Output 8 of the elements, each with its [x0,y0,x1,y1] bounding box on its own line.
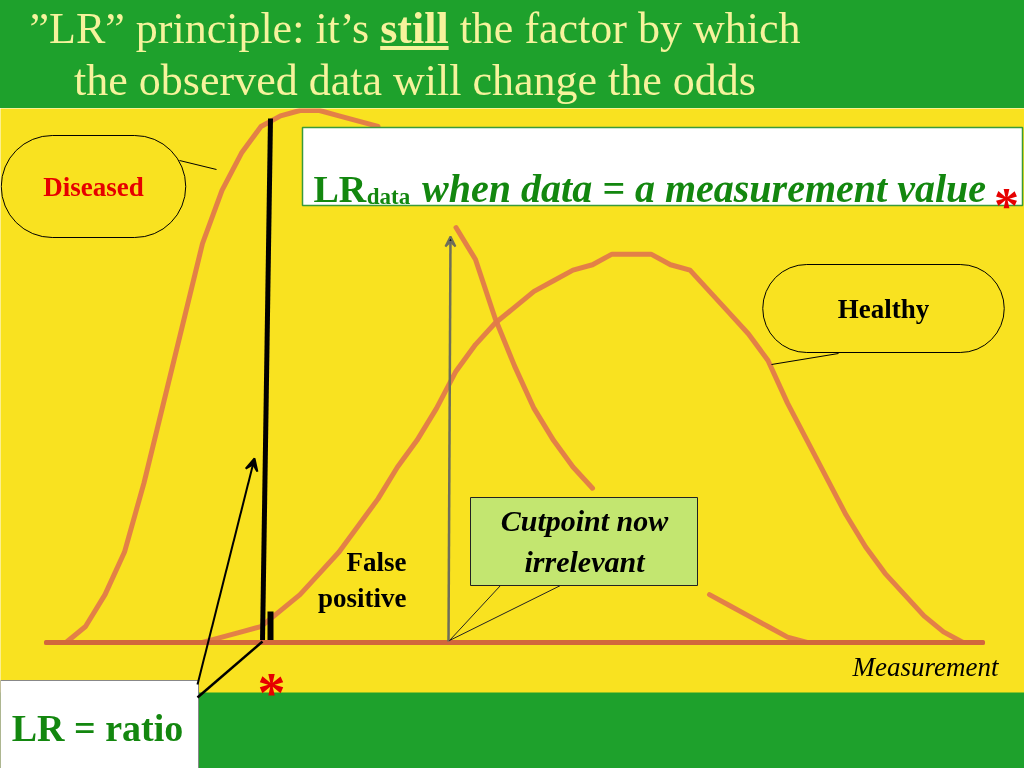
x-axis-title: Measurement [851,651,1000,682]
annotation: False positive [318,546,407,613]
annotation: Cutpoint now irrelevant [500,503,670,578]
text: Diseased [43,171,144,202]
text: Healthy [837,293,930,324]
annotation: LRdata when data = a measurement value [313,166,987,211]
chart-title: ”LR” principle: it’s still the factor by which the observed data will change the odds [28,3,802,107]
text: LR = ratio [11,706,184,749]
